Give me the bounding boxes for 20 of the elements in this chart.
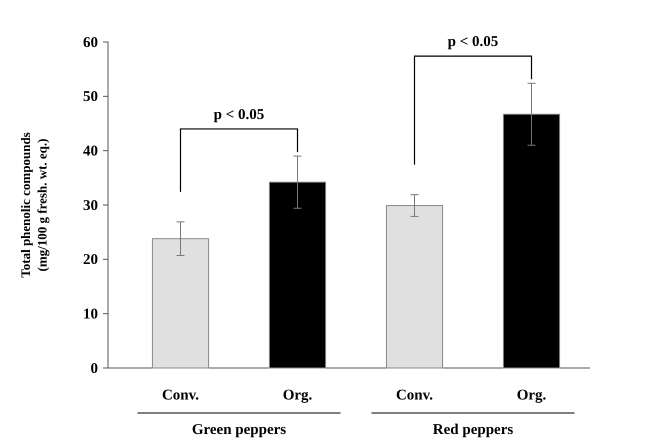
y-tick-label: 10: [83, 306, 98, 322]
x-tick-label: Org.: [282, 388, 313, 404]
text: Green peppers: [192, 422, 286, 438]
text: Red peppers: [432, 422, 514, 438]
annotation: p < 0.05: [214, 106, 264, 123]
bar: [502, 114, 560, 368]
x-tick-label: Org.: [516, 388, 547, 404]
bar: [386, 205, 444, 368]
x-tick-label: Conv.: [396, 388, 434, 404]
y-tick-label: 60: [83, 34, 98, 51]
annotation: p < 0.05: [448, 34, 498, 50]
x-tick-label: Conv.: [162, 388, 200, 404]
bar: [152, 238, 210, 368]
y-tick-label: 50: [83, 89, 98, 106]
y-tick-label: 0: [90, 360, 98, 377]
y-tick-label: 30: [83, 198, 98, 214]
y-axis-title: Total phenolic compounds (mg/100 g fresh. wt. eq.): [18, 132, 50, 278]
bar: [268, 182, 326, 368]
y-tick-label: 40: [83, 143, 98, 160]
y-tick-label: 20: [83, 252, 98, 268]
